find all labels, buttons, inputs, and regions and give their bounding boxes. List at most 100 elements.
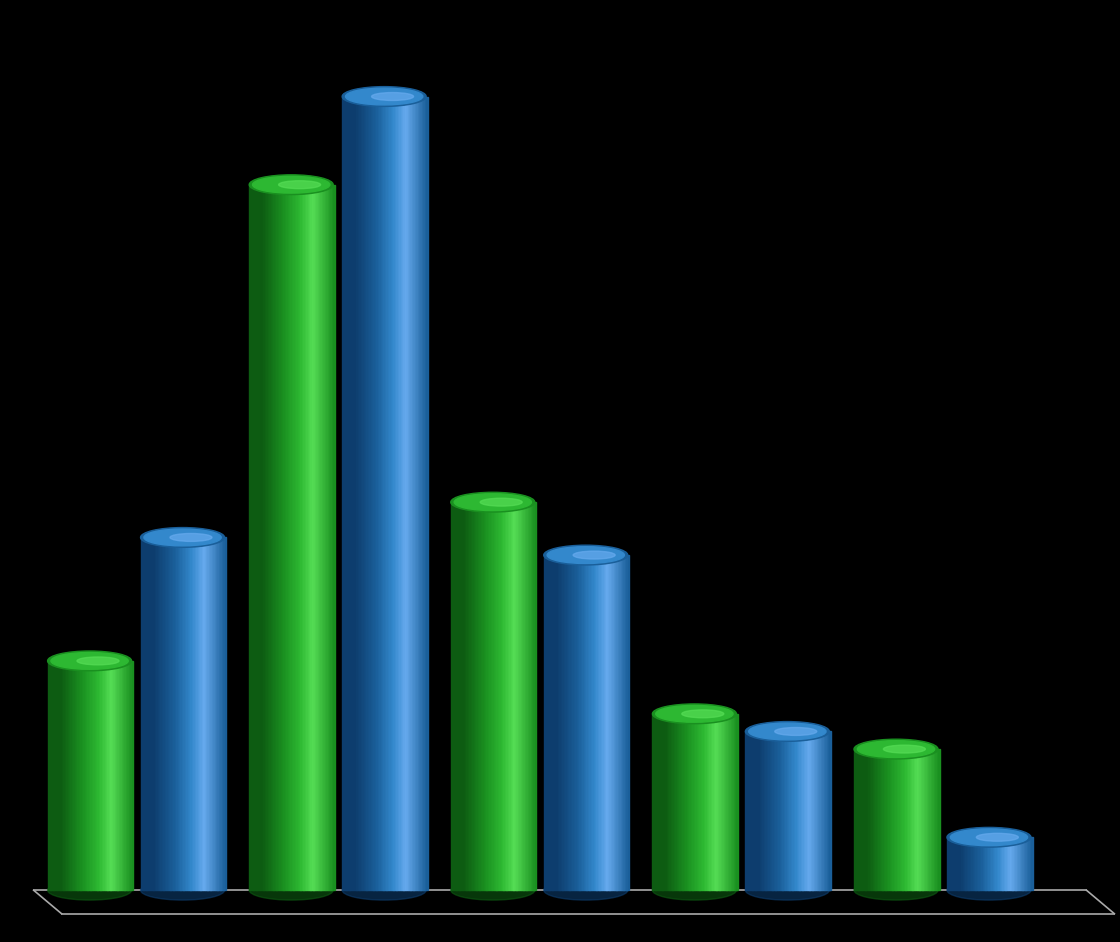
Bar bbox=[951, 837, 953, 890]
Bar bbox=[103, 661, 105, 890]
Bar bbox=[930, 749, 931, 890]
Bar bbox=[990, 837, 991, 890]
Bar bbox=[749, 731, 752, 890]
Bar bbox=[169, 538, 170, 890]
Bar bbox=[757, 731, 758, 890]
Bar bbox=[170, 538, 172, 890]
Bar bbox=[420, 96, 422, 890]
Bar bbox=[296, 185, 298, 890]
Bar bbox=[473, 502, 474, 890]
Bar bbox=[458, 502, 459, 890]
Bar bbox=[180, 538, 183, 890]
Bar bbox=[996, 837, 997, 890]
Bar bbox=[801, 731, 803, 890]
Bar bbox=[108, 661, 109, 890]
Bar bbox=[899, 749, 902, 890]
Bar bbox=[811, 731, 812, 890]
Bar bbox=[262, 185, 263, 890]
Bar bbox=[654, 714, 655, 890]
Bar bbox=[790, 731, 791, 890]
Bar bbox=[557, 555, 558, 890]
Bar bbox=[544, 555, 545, 890]
Bar bbox=[62, 661, 64, 890]
Ellipse shape bbox=[141, 880, 224, 901]
Bar bbox=[903, 749, 904, 890]
Ellipse shape bbox=[544, 545, 627, 565]
Ellipse shape bbox=[544, 880, 627, 901]
Bar bbox=[688, 714, 690, 890]
Bar bbox=[693, 714, 696, 890]
Bar bbox=[986, 837, 987, 890]
Bar bbox=[556, 555, 557, 890]
Bar bbox=[452, 502, 454, 890]
Ellipse shape bbox=[745, 722, 829, 741]
Bar bbox=[697, 714, 698, 890]
Bar bbox=[1017, 837, 1018, 890]
Bar bbox=[326, 185, 328, 890]
Bar bbox=[510, 502, 511, 890]
Bar bbox=[174, 538, 175, 890]
Ellipse shape bbox=[748, 723, 825, 739]
Bar bbox=[302, 185, 304, 890]
Bar bbox=[1002, 837, 1005, 890]
Bar bbox=[862, 749, 865, 890]
Bar bbox=[982, 837, 984, 890]
Bar bbox=[895, 749, 897, 890]
Bar bbox=[898, 749, 899, 890]
Bar bbox=[393, 96, 395, 890]
Bar bbox=[808, 731, 810, 890]
Bar bbox=[553, 555, 556, 890]
Bar bbox=[505, 502, 506, 890]
Bar bbox=[763, 731, 764, 890]
Bar bbox=[822, 731, 824, 890]
Ellipse shape bbox=[977, 834, 1018, 841]
Bar bbox=[143, 538, 146, 890]
Bar bbox=[533, 502, 535, 890]
Bar bbox=[923, 749, 924, 890]
Bar bbox=[203, 538, 205, 890]
Bar bbox=[758, 731, 759, 890]
Bar bbox=[324, 185, 325, 890]
Bar bbox=[402, 96, 403, 890]
Bar bbox=[76, 661, 77, 890]
Bar bbox=[367, 96, 370, 890]
Bar bbox=[398, 96, 400, 890]
Ellipse shape bbox=[775, 727, 816, 736]
Bar bbox=[567, 555, 568, 890]
Bar bbox=[300, 185, 302, 890]
Bar bbox=[352, 96, 354, 890]
Bar bbox=[468, 502, 469, 890]
Bar bbox=[482, 502, 484, 890]
Bar bbox=[984, 837, 986, 890]
Bar bbox=[670, 714, 671, 890]
Bar bbox=[525, 502, 526, 890]
Bar bbox=[799, 731, 800, 890]
Bar bbox=[1006, 837, 1007, 890]
Bar bbox=[729, 714, 731, 890]
Bar bbox=[656, 714, 659, 890]
Bar bbox=[703, 714, 706, 890]
Bar bbox=[422, 96, 423, 890]
Bar bbox=[375, 96, 376, 890]
Bar bbox=[864, 749, 866, 890]
Bar bbox=[558, 555, 560, 890]
Bar bbox=[791, 731, 793, 890]
Bar bbox=[724, 714, 726, 890]
Bar bbox=[737, 714, 738, 890]
Bar bbox=[734, 714, 735, 890]
Bar bbox=[464, 502, 465, 890]
Bar bbox=[662, 714, 664, 890]
Bar bbox=[181, 538, 184, 890]
Bar bbox=[1012, 837, 1014, 890]
Bar bbox=[970, 837, 971, 890]
Bar bbox=[520, 502, 521, 890]
Bar bbox=[806, 731, 809, 890]
Bar bbox=[165, 538, 167, 890]
Bar bbox=[618, 555, 619, 890]
Bar bbox=[887, 749, 888, 890]
Bar bbox=[597, 555, 598, 890]
Bar bbox=[960, 837, 961, 890]
Bar bbox=[128, 661, 129, 890]
Bar bbox=[747, 731, 748, 890]
Bar bbox=[218, 538, 221, 890]
